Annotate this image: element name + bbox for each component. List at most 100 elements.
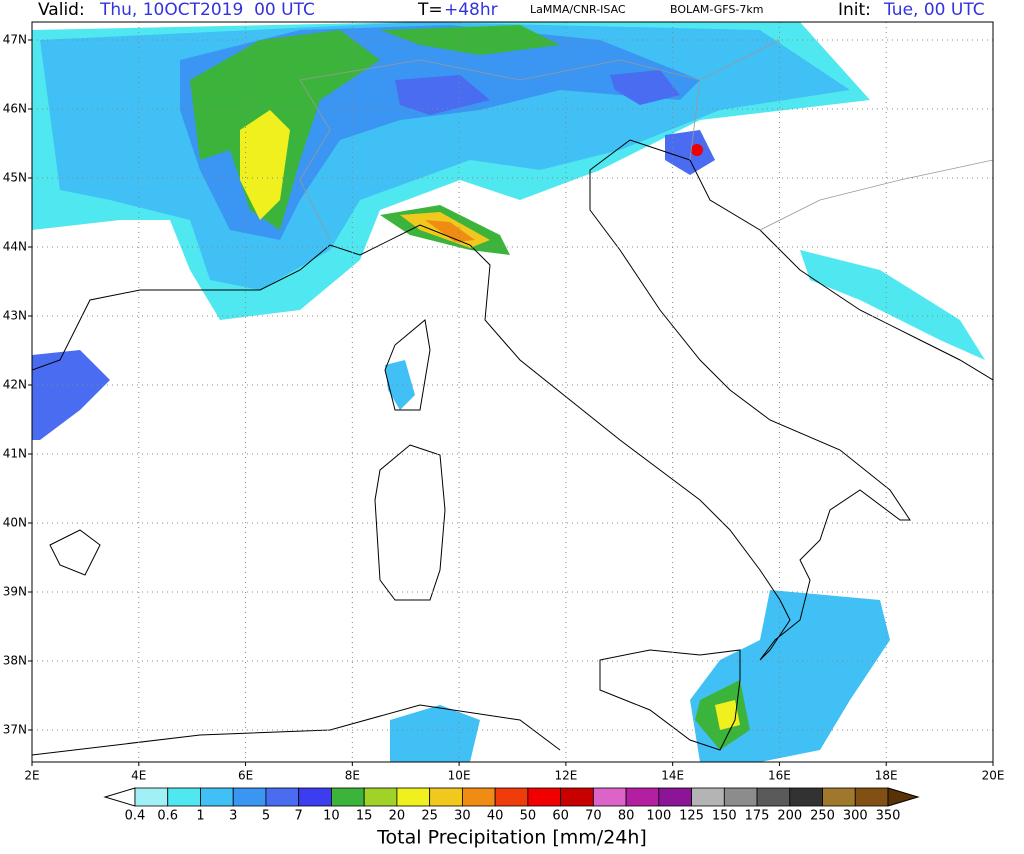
sardinia xyxy=(374,444,446,601)
colorbar-label: 5 xyxy=(262,809,270,824)
lat-label: 46N xyxy=(3,102,27,116)
colorbar-box xyxy=(396,787,431,807)
colorbar-label: 60 xyxy=(552,809,569,824)
lon-label: 10E xyxy=(448,769,471,783)
lon-label: 6E xyxy=(238,769,253,783)
colorbar-label: 80 xyxy=(618,809,635,824)
colorbar-box xyxy=(527,787,562,807)
colorbar-box xyxy=(756,787,791,807)
sicily xyxy=(599,649,741,751)
colorbar-box xyxy=(265,787,300,807)
header: Valid: Thu, 10OCT2019 00 UTC T= +48hr La… xyxy=(38,0,985,20)
colorbar-label: 0.4 xyxy=(125,809,146,824)
precip-area xyxy=(425,220,475,242)
lat-label: 44N xyxy=(3,240,27,254)
lon-label: 20E xyxy=(982,769,1005,783)
precip-area xyxy=(380,25,560,55)
colorbar-box xyxy=(723,787,758,807)
lat-label: 47N xyxy=(3,33,27,47)
map-frame xyxy=(31,21,994,763)
colorbar-label: 30 xyxy=(454,809,471,824)
grid: 47N 46N 45N 44N 43N 42N 41N 40N 39N 38N 37N 2E 4E 6E 8… xyxy=(3,22,1005,783)
precipitation-field xyxy=(32,22,985,762)
colorbar-box xyxy=(822,787,856,807)
colorbar-box xyxy=(691,787,725,807)
colorbar: 0.4 0.6 1 3 5 7 10 15 20 25 30 40 50 60 70 80 100 125 150 1… xyxy=(103,787,920,824)
precip-area xyxy=(665,130,715,175)
colorbar-label: 125 xyxy=(679,809,704,824)
colorbar-label: 300 xyxy=(843,809,868,824)
lat-label: 37N xyxy=(3,723,27,737)
lat-label: 38N xyxy=(3,654,27,668)
lon-label: 14E xyxy=(661,769,684,783)
colorbar-box xyxy=(200,787,234,807)
precip-area xyxy=(32,350,110,440)
colorbar-box xyxy=(461,787,496,807)
colorbar-arrow-high xyxy=(887,787,920,807)
colorbar-label: 150 xyxy=(712,809,737,824)
colorbar-label: 250 xyxy=(810,809,835,824)
init-value: Tue, 00 UTC xyxy=(883,0,985,20)
colorbar-box xyxy=(592,787,627,807)
colorbar-box xyxy=(232,787,267,807)
lon-label: 8E xyxy=(345,769,360,783)
colorbar-box xyxy=(658,787,692,807)
colorbar-label: 70 xyxy=(585,809,602,824)
colorbar-label: 40 xyxy=(487,809,504,824)
colorbar-label: 350 xyxy=(876,809,901,824)
precip-area xyxy=(390,705,480,762)
lat-label: 43N xyxy=(3,309,27,323)
precip-area xyxy=(691,144,703,156)
precip-area xyxy=(610,70,680,105)
colorbar-label: 25 xyxy=(421,809,438,824)
colorbar-box xyxy=(134,787,169,807)
init-label: Init: xyxy=(838,0,871,20)
borders xyxy=(299,39,993,241)
model: BOLAM-GFS-7km xyxy=(670,3,763,16)
t-label: T= xyxy=(417,0,443,20)
lon-label: 12E xyxy=(554,769,577,783)
lat-label: 41N xyxy=(3,447,27,461)
lon-label: 2E xyxy=(24,769,39,783)
colorbar-box xyxy=(363,787,398,807)
coastline xyxy=(32,139,993,661)
colorbar-label: 1 xyxy=(196,809,204,824)
colorbar-label: 7 xyxy=(295,809,303,824)
source: LaMMA/CNR-ISAC xyxy=(530,3,626,16)
t-value: +48hr xyxy=(444,0,498,20)
colorbar-label: 100 xyxy=(646,809,671,824)
lon-label: 4E xyxy=(131,769,146,783)
colorbar-box xyxy=(331,787,365,807)
colorbar-label: 50 xyxy=(520,809,537,824)
colorbar-label: 0.6 xyxy=(157,809,178,824)
coastlines xyxy=(32,39,993,756)
valid-label: Valid: xyxy=(38,0,85,20)
africa-coast xyxy=(32,704,561,756)
lon-label: 16E xyxy=(768,769,791,783)
mallorca xyxy=(49,529,101,576)
colorbar-box xyxy=(789,787,823,807)
lat-label: 40N xyxy=(3,516,27,530)
corsica xyxy=(384,319,431,411)
precip-area xyxy=(385,360,415,410)
precip-area xyxy=(395,75,490,115)
colorbar-box xyxy=(298,787,332,807)
colorbar-box xyxy=(494,787,529,807)
lat-label: 45N xyxy=(3,171,27,185)
colorbar-title: Total Precipitation [mm/24h] xyxy=(376,827,647,849)
colorbar-box xyxy=(625,787,660,807)
lat-label: 39N xyxy=(3,585,27,599)
colorbar-label: 3 xyxy=(229,809,237,824)
colorbar-box xyxy=(429,787,463,807)
precip-area xyxy=(800,250,985,360)
colorbar-box xyxy=(560,787,594,807)
lat-label: 42N xyxy=(3,378,27,392)
lon-label: 18E xyxy=(875,769,898,783)
valid-value: Thu, 10OCT2019 00 UTC xyxy=(99,0,315,20)
colorbar-label: 10 xyxy=(323,809,340,824)
colorbar-label: 20 xyxy=(389,809,406,824)
precip-area xyxy=(240,110,290,220)
colorbar-label: 15 xyxy=(356,809,373,824)
colorbar-label: 200 xyxy=(777,809,802,824)
